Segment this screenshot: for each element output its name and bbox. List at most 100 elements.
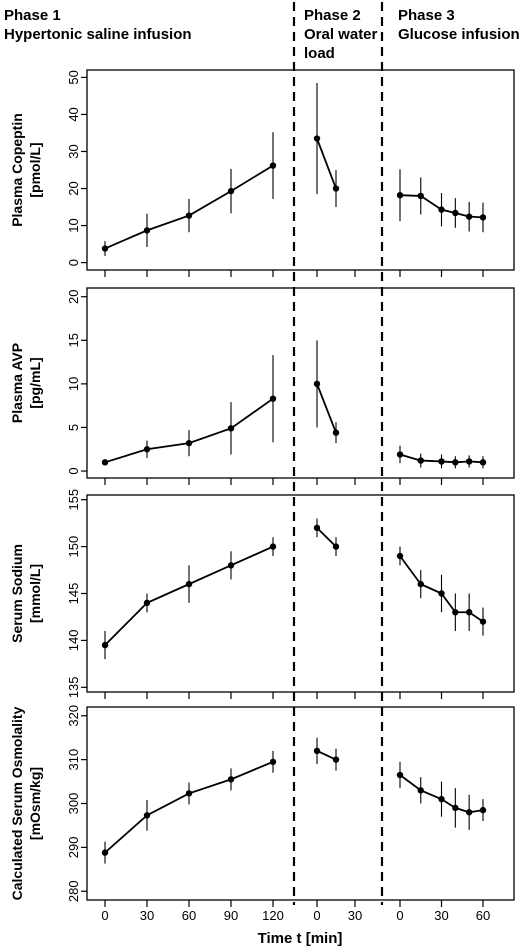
series-phase-3 [396,761,487,830]
data-point [479,459,487,466]
data-point [465,213,473,220]
data-point [143,227,151,234]
data-point [396,191,404,199]
data-point [417,457,424,464]
y-tick-label: 10 [66,218,81,232]
data-point [452,209,459,217]
y-axis-label-line: Serum Sodium [9,544,25,643]
data-point [143,446,151,453]
data-point [269,543,277,550]
data-point [452,609,459,616]
y-tick-label: 20 [66,181,81,195]
series-line [104,760,274,854]
data-point [185,790,193,797]
x-axis-title: Time t [min] [258,930,343,947]
data-point [332,429,340,436]
series-phase-1 [101,537,277,660]
y-tick-label: 50 [66,70,81,84]
data-point [438,795,445,803]
phase-2-description-cont: load [304,45,335,62]
y-tick-label: 0 [66,467,81,474]
data-point [101,245,109,252]
x-tick-label: 0 [101,908,108,923]
data-point [313,747,321,755]
x-tick-label: 120 [262,908,284,923]
series-line [316,383,337,434]
data-point [396,771,404,779]
data-point [417,580,424,588]
data-point [227,425,235,432]
data-point [143,599,151,607]
y-axis-label-line: [mmol/L] [27,564,43,623]
y-tick-label: 150 [66,536,81,558]
series-phase-2 [313,82,340,208]
data-point [269,395,277,402]
data-point [417,787,424,794]
y-tick-label: 0 [66,259,81,266]
panel-frame [86,287,515,479]
series-phase-3 [396,169,487,233]
y-axis-label: Plasma AVP [pg/mL] [9,343,43,423]
data-point [479,618,487,625]
panel-frame [86,494,515,693]
y-tick-label: 300 [66,793,81,815]
data-point [143,812,151,819]
y-axis-label-line: Plasma Copeptin [9,113,25,227]
series-phase-1 [101,750,277,864]
data-point [479,806,487,814]
series-line [316,750,337,761]
y-tick-label: 40 [66,107,81,121]
data-point [452,804,459,812]
data-point [101,641,109,649]
y-axis-label-line: [pg/mL] [27,357,43,408]
y-tick-label: 30 [66,144,81,158]
data-point [396,451,404,458]
x-tick-label: 90 [224,908,238,923]
data-point [396,552,404,560]
data-point [313,524,321,532]
phase-1-description: Hypertonic saline infusion [4,26,192,43]
series-phase-2 [313,737,340,771]
x-tick-label: 0 [313,908,320,923]
x-tick-label: 60 [182,908,196,923]
phase-2-description: Oral water [304,26,378,43]
y-axis-label: Plasma Copeptin [pmol/L] [9,113,43,227]
y-tick-label: 20 [66,289,81,303]
y-axis-label-line: Calculated Serum Osmolality [9,706,25,900]
phase-3-title: Phase 3 Glucose infusion [398,6,520,44]
y-tick-label: 310 [66,749,81,771]
y-tick-label: 320 [66,705,81,727]
data-point [438,458,445,465]
data-point [332,185,340,192]
data-point [438,590,445,597]
phase-2-title: Phase 2 Oral water load [304,6,377,63]
panel-4: 280 290 300 310 320 Calculated Serum Osmolali… [9,705,515,907]
y-axis-label-line: [pmol/L] [27,142,43,197]
series-line [316,527,337,548]
x-tick-label: 30 [434,908,448,923]
series-phase-3 [396,445,487,469]
data-point [465,609,473,616]
y-axis-label-line: Plasma AVP [9,343,25,423]
panel-1: 0 10 20 30 40 50 Plasma Copeptin [pmol/L] [9,69,515,277]
y-tick-label: 280 [66,880,81,902]
y-axis-label: Serum Sodium [mmol/L] [9,544,43,643]
x-tick-label: 30 [140,908,154,923]
data-point [227,187,235,195]
series-phase-2 [313,340,340,444]
y-tick-label: 290 [66,837,81,859]
data-point [227,562,235,569]
data-point [465,458,473,465]
series-phase-3 [396,546,487,636]
data-point [332,756,340,763]
y-axis-label-line: [mOsm/kg] [27,767,43,840]
y-tick-label: 145 [66,583,81,605]
panel-frame [86,69,515,271]
phase-1-label: Phase 1 [4,7,61,24]
panel-2: 0 5 10 15 20 Plasma AVP [pg/mL] [9,287,515,485]
series-line [316,138,337,189]
phase-3-label: Phase 3 [398,7,455,24]
data-point [417,192,424,200]
y-tick-label: 15 [66,333,81,347]
